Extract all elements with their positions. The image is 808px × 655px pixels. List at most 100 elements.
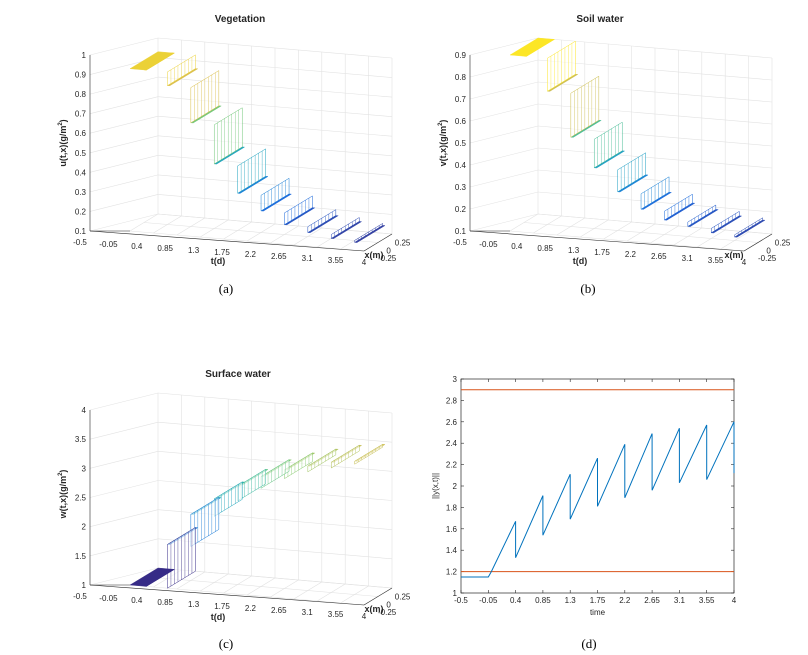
z-tick-label: 1 bbox=[82, 51, 87, 60]
t-tick-label: 0.4 bbox=[131, 242, 143, 251]
t-tick-label: 1.75 bbox=[214, 248, 230, 257]
x-tick-label: -0.25 bbox=[378, 608, 397, 617]
t-axis-label: t(d) bbox=[573, 256, 588, 266]
grid-line bbox=[89, 451, 159, 469]
t-tick-label: 3.55 bbox=[708, 256, 724, 265]
grid-line bbox=[89, 76, 159, 95]
surface bbox=[129, 443, 386, 589]
x-tick-label: 1.3 bbox=[565, 596, 577, 605]
t-tick-label: 1.3 bbox=[188, 246, 200, 255]
grid-line bbox=[129, 230, 365, 252]
grid-line bbox=[469, 147, 539, 166]
y-tick-label: 2 bbox=[453, 482, 458, 491]
surface-patch bbox=[710, 215, 743, 234]
z-tick-label: 0.1 bbox=[455, 227, 467, 236]
panel-caption: (a) bbox=[219, 281, 233, 296]
grid-line bbox=[469, 81, 539, 100]
grid-line bbox=[469, 169, 539, 188]
x-tick-label: 2.2 bbox=[619, 596, 631, 605]
t-tick-label: -0.05 bbox=[99, 240, 118, 249]
x-tick-label: 4 bbox=[732, 596, 737, 605]
t-axis-line bbox=[89, 230, 365, 252]
z-tick-label: 2 bbox=[82, 523, 87, 532]
grid-line bbox=[89, 480, 159, 498]
z-axis-label-sup: 2 bbox=[438, 122, 444, 126]
t-axis-line bbox=[469, 230, 745, 252]
z-tick-label: 1.5 bbox=[75, 552, 87, 561]
z-axis-label: u(t,x)(g/m2) bbox=[58, 119, 68, 166]
z-tick-label: 0.8 bbox=[75, 90, 87, 99]
grid-line bbox=[89, 538, 159, 557]
x-tick-label: 0 bbox=[386, 246, 391, 255]
x-tick-label: 3.55 bbox=[699, 596, 715, 605]
t-tick-label: 2.65 bbox=[651, 252, 667, 261]
chart-title: Surface water bbox=[205, 369, 271, 380]
z-tick-label: 0.6 bbox=[75, 129, 87, 138]
y-tick-label: 1.8 bbox=[446, 503, 458, 512]
z-axis-label: w(t,x)(g/m2) bbox=[58, 470, 68, 520]
z-tick-label: 3.5 bbox=[75, 435, 87, 444]
t-axis-label: t(d) bbox=[211, 612, 226, 622]
y-tick-label: 2.8 bbox=[446, 396, 458, 405]
t-tick-label: 1.75 bbox=[214, 602, 230, 611]
y-tick-label: 3 bbox=[453, 375, 458, 384]
grid-line bbox=[469, 213, 539, 232]
grid-line bbox=[89, 509, 159, 527]
z-tick-label: 3 bbox=[82, 464, 87, 473]
grid-line bbox=[89, 96, 159, 114]
t-tick-label: -0.5 bbox=[73, 592, 87, 601]
t-tick-label: 1.3 bbox=[188, 600, 200, 609]
t-tick-label: 4 bbox=[742, 258, 747, 267]
t-tick-label: 0.85 bbox=[157, 598, 173, 607]
t-tick-label: -0.5 bbox=[453, 238, 467, 247]
x-tick-label: 0.25 bbox=[775, 239, 791, 248]
t-tick-label: 2.2 bbox=[625, 250, 637, 259]
y-tick-label: 1.4 bbox=[446, 546, 458, 555]
t-tick-label: 1.3 bbox=[568, 246, 580, 255]
t-tick-label: 3.1 bbox=[302, 254, 314, 263]
x-axis-label: x(m) bbox=[364, 250, 383, 260]
z-tick-label: 0.9 bbox=[455, 51, 467, 60]
panel-caption: (d) bbox=[581, 636, 596, 651]
y-tick-label: 2.6 bbox=[446, 418, 458, 427]
t-tick-label: 4 bbox=[362, 258, 367, 267]
z-tick-label: 0.6 bbox=[455, 117, 467, 126]
z-tick-label: 0.4 bbox=[455, 161, 467, 170]
grid-line bbox=[89, 567, 159, 586]
z-axis-label-end: ) bbox=[58, 119, 68, 122]
panel-caption: (b) bbox=[580, 281, 595, 296]
t-tick-label: 2.2 bbox=[245, 250, 257, 259]
z-tick-label: 0.3 bbox=[75, 188, 87, 197]
panel-b-soil-water: 0.1 0.2 0.3 0.4 0.5 0.6 0.7 0.8 0.9 -0.5 -0.05 0.4 0… bbox=[438, 14, 791, 296]
x-axis-label: time bbox=[590, 608, 606, 617]
grid-line bbox=[523, 222, 759, 243]
back-wall-grid bbox=[469, 37, 773, 252]
grid-line bbox=[469, 125, 539, 144]
x-tick-label: -0.25 bbox=[758, 254, 777, 263]
z-tick-label: 0.2 bbox=[75, 207, 87, 216]
z-tick-label: 0.7 bbox=[75, 110, 87, 119]
t-tick-label: -0.05 bbox=[99, 594, 118, 603]
x-tick-label: -0.05 bbox=[479, 596, 498, 605]
grid-line bbox=[89, 115, 159, 134]
z-tick-label: 0.9 bbox=[75, 71, 87, 80]
z-axis-label: v(t,x)(g/m2) bbox=[438, 120, 448, 167]
t-tick-label: 2.65 bbox=[271, 252, 287, 261]
surface-patch bbox=[509, 37, 556, 57]
t-tick-label: 0.85 bbox=[157, 244, 173, 253]
chart-title: Vegetation bbox=[215, 14, 266, 25]
grid-line bbox=[89, 421, 159, 440]
surface bbox=[509, 37, 766, 238]
z-tick-label: 0.7 bbox=[455, 95, 467, 104]
z-tick-label: 4 bbox=[82, 406, 87, 415]
grid-line bbox=[537, 213, 773, 235]
grid-line bbox=[89, 194, 159, 212]
surface-patch bbox=[687, 209, 719, 227]
surface-patch bbox=[129, 51, 176, 71]
grid-line bbox=[469, 191, 539, 210]
y-tick-label: 1 bbox=[453, 589, 458, 598]
z-axis-label-end: ) bbox=[438, 120, 448, 123]
grid-line bbox=[89, 135, 159, 154]
series-line-norm bbox=[461, 421, 735, 578]
